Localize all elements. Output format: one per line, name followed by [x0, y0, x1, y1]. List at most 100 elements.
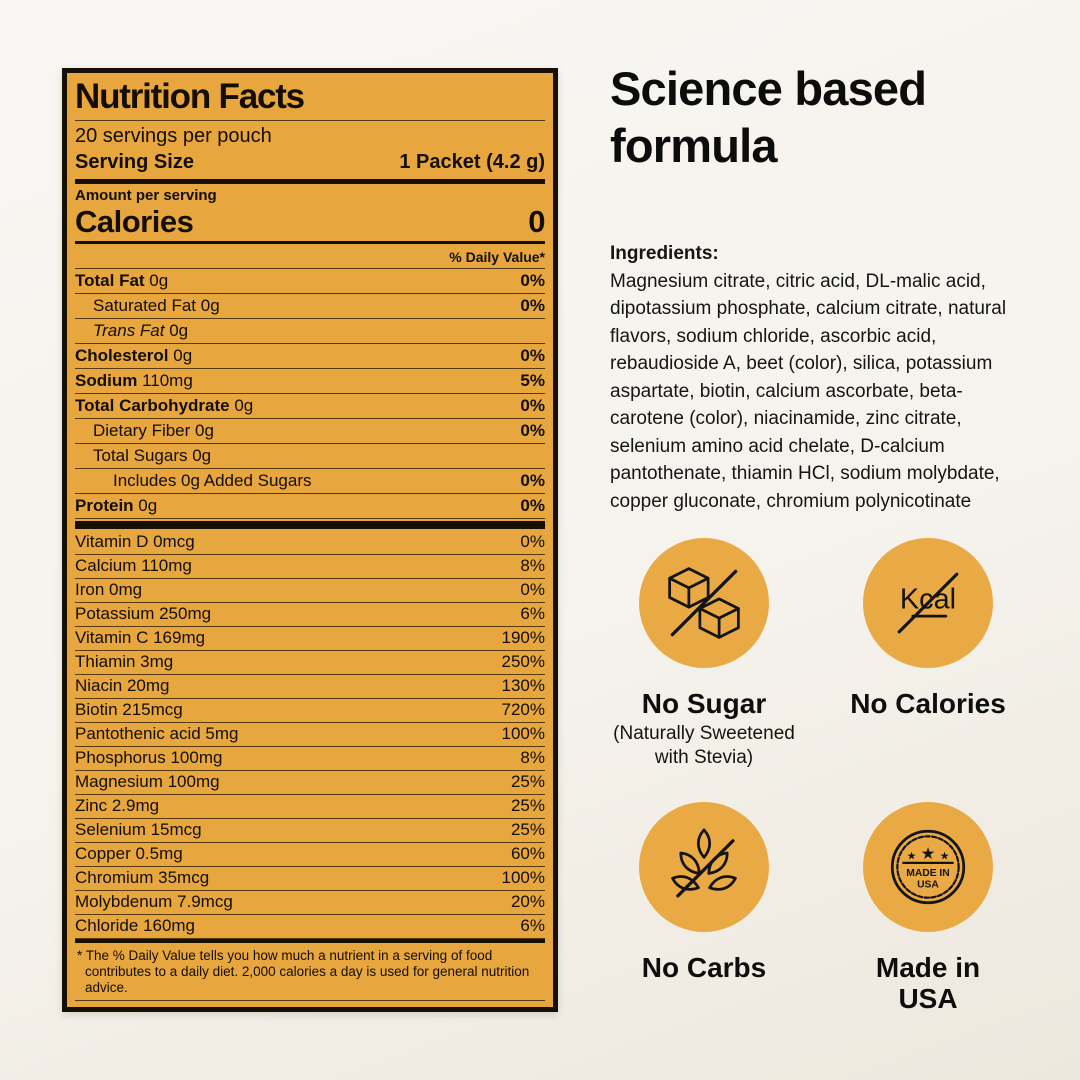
ingredients-block: Ingredients: Magnesium citrate, citric a…: [610, 240, 1038, 515]
calories-row: Calories 0: [75, 205, 545, 239]
vitamin-row: Vitamin C 169mg 190%: [75, 627, 545, 651]
vitamin-row: Magnesium 100mg 25%: [75, 771, 545, 795]
nutrient-name: Selenium 15mcg: [75, 820, 202, 840]
nutrient-name: Cholesterol 0g: [75, 346, 193, 366]
nutrition-facts-title: Nutrition Facts: [75, 77, 545, 121]
daily-value: 0%: [520, 271, 545, 291]
calories-value: 0: [528, 204, 545, 239]
daily-value: 5%: [520, 371, 545, 391]
vitamin-row: Chromium 35mcg 100%: [75, 867, 545, 891]
daily-value: 25%: [510, 796, 545, 816]
nutrient-row: Sodium 110mg 5%: [75, 369, 545, 395]
vitamin-row: Phosphorus 100mg 8%: [75, 747, 545, 771]
nutrient-name: Trans Fat 0g: [93, 321, 189, 341]
seal-star-center: ★: [921, 845, 936, 863]
vitamin-row: Copper 0.5mg 60%: [75, 843, 545, 867]
badge-title: Made in USA: [875, 952, 981, 1014]
daily-value: 0%: [520, 396, 545, 416]
daily-value: 100%: [501, 724, 545, 744]
daily-value: 100%: [501, 868, 545, 888]
nutrient-row: Includes 0g Added Sugars 0%: [75, 469, 545, 495]
daily-value: 8%: [520, 556, 545, 576]
daily-value: 60%: [510, 844, 545, 864]
daily-value: 0%: [520, 532, 545, 552]
amount-per-serving-label: Amount per serving: [75, 187, 217, 204]
calories-label: Calories: [75, 204, 194, 239]
daily-value: 8%: [520, 748, 545, 768]
serving-size-row: Serving Size 1 Packet (4.2 g): [75, 149, 545, 176]
daily-value: 6%: [520, 916, 545, 936]
vitamin-row: Iron 0mg 0%: [75, 579, 545, 603]
divider-bar-medium: [75, 241, 545, 245]
made-in-usa-icon: ★ ★ ★ MADE IN USA: [890, 829, 966, 905]
badge-title: No Sugar: [641, 688, 767, 719]
nutrient-name: Molybdenum 7.9mcg: [75, 892, 233, 912]
badge-circle: [639, 538, 769, 668]
nutrient-name: Dietary Fiber 0g: [93, 421, 214, 441]
no-sugar-icon: [668, 567, 740, 639]
badge-circle: ★ ★ ★ MADE IN USA: [863, 802, 993, 932]
badge-subtitle: (Naturally Sweetened with Stevia): [613, 723, 795, 768]
nutrient-row: Total Carbohydrate 0g 0%: [75, 394, 545, 420]
feature-badges: No Sugar (Naturally Sweetened with Stevi…: [592, 538, 1040, 1066]
badge-no-calories: Kcal No Calories: [816, 538, 1040, 802]
nutrient-name: Potassium 250mg: [75, 604, 212, 624]
vitamin-row: Chloride 160mg 6%: [75, 915, 545, 939]
vitamin-row: Zinc 2.9mg 25%: [75, 795, 545, 819]
daily-value-header: % Daily Value*: [75, 246, 545, 270]
nutrient-name: Pantothenic acid 5mg: [75, 724, 239, 744]
divider-bar-thick: [75, 521, 545, 529]
nutrient-row: Total Sugars 0g: [75, 444, 545, 470]
nutrient-row: Dietary Fiber 0g 0%: [75, 419, 545, 445]
nutrient-name: Zinc 2.9mg: [75, 796, 160, 816]
daily-value: 0%: [520, 346, 545, 366]
nutrient-name: Saturated Fat 0g: [93, 296, 220, 316]
nutrient-name: Protein 0g: [75, 496, 158, 516]
nutrient-name: Chromium 35mcg: [75, 868, 210, 888]
daily-value: 25%: [510, 820, 545, 840]
divider-bar-thick: [75, 938, 545, 943]
daily-value-footnote: * The % Daily Value tells you how much a…: [75, 945, 545, 1001]
serving-size-value: 1 Packet (4.2 g): [399, 151, 545, 173]
page-title: Science based formula: [610, 62, 927, 172]
seal-star-right: ★: [940, 850, 950, 862]
no-carbs-icon: [671, 828, 737, 898]
daily-value: 0%: [520, 496, 545, 516]
nutrient-row: Protein 0g 0%: [75, 494, 545, 520]
badge-title: No Calories: [850, 688, 1006, 719]
nutrient-row: Cholesterol 0g 0%: [75, 344, 545, 370]
nutrient-row: Total Fat 0g 0%: [75, 269, 545, 295]
daily-value: 0%: [520, 580, 545, 600]
vitamin-row: Selenium 15mcg 25%: [75, 819, 545, 843]
vitamin-row: Pantothenic acid 5mg 100%: [75, 723, 545, 747]
nutrient-row: Trans Fat 0g: [75, 319, 545, 345]
vitamin-row: Niacin 20mg 130%: [75, 675, 545, 699]
daily-value: 0%: [520, 296, 545, 316]
nutrient-name: Magnesium 100mg: [75, 772, 220, 792]
badge-circle: Kcal: [863, 538, 993, 668]
serving-size-label: Serving Size: [75, 151, 194, 173]
nutrient-name: Includes 0g Added Sugars: [113, 471, 312, 491]
nutrient-name: Phosphorus 100mg: [75, 748, 223, 768]
vitamin-row: Molybdenum 7.9mcg 20%: [75, 891, 545, 915]
vitamin-row: Calcium 110mg 8%: [75, 555, 545, 579]
vitamin-row: Thiamin 3mg 250%: [75, 651, 545, 675]
no-calories-icon: Kcal: [897, 572, 959, 634]
ingredients-title: Ingredients:: [610, 243, 719, 264]
vitamin-row: Vitamin D 0mcg 0%: [75, 531, 545, 555]
nutrient-name: Chloride 160mg: [75, 916, 196, 936]
nutrient-name: Niacin 20mg: [75, 676, 170, 696]
servings-per-pouch: 20 servings per pouch: [75, 125, 272, 147]
nutrient-name: Vitamin D 0mcg: [75, 532, 195, 552]
nutrition-facts-label: Nutrition Facts 20 servings per pouch Se…: [62, 68, 558, 1012]
badge-title: No Carbs: [641, 952, 767, 983]
seal-text-line1: MADE IN: [906, 868, 949, 879]
nutrient-name: Vitamin C 169mg: [75, 628, 206, 648]
seal-star-left: ★: [907, 850, 917, 862]
vitamin-row: Potassium 250mg 6%: [75, 603, 545, 627]
daily-value: 250%: [501, 652, 545, 672]
main-rows: Total Fat 0g 0% Saturated Fat 0g 0% Trans Fa…: [75, 269, 545, 520]
nutrient-name: Total Fat 0g: [75, 271, 169, 291]
divider-bar-thick: [75, 179, 545, 184]
nutrient-name: Thiamin 3mg: [75, 652, 174, 672]
